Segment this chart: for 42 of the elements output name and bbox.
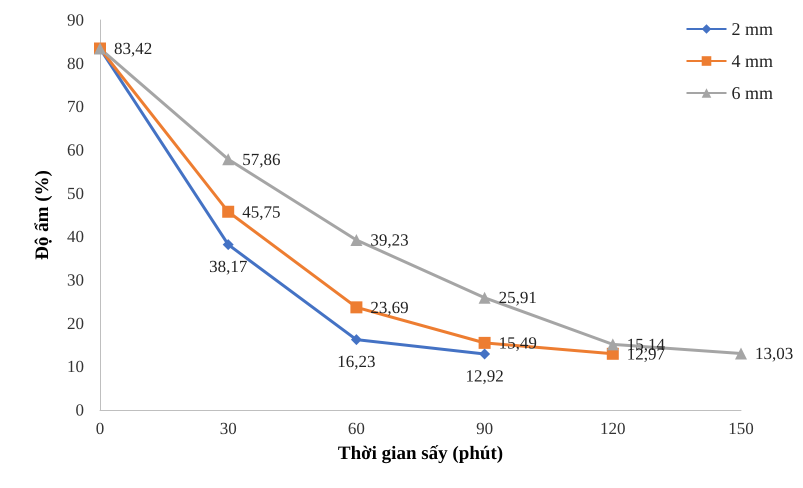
x-tick-label: 120 [600, 419, 626, 438]
legend-label: 2 mm [732, 19, 774, 39]
y-tick-label: 60 [67, 140, 84, 160]
data-label: 16,23 [337, 352, 376, 372]
y-tick-label: 70 [67, 97, 84, 116]
data-label: 25,91 [498, 288, 537, 308]
y-tick-label: 80 [67, 54, 84, 73]
y-tick-label: 0 [76, 400, 84, 420]
data-label: 39,23 [370, 230, 409, 250]
point [479, 348, 490, 360]
point [606, 338, 619, 350]
x-tick-label: 90 [476, 419, 494, 438]
data-label: 12,92 [465, 366, 504, 386]
point [222, 153, 234, 166]
legend-label: 6 mm [732, 83, 774, 103]
y-tick-label: 20 [67, 314, 84, 333]
data-label: 45,75 [242, 202, 280, 222]
x-tick-label: 0 [96, 419, 104, 438]
y-tick-label: 50 [67, 184, 84, 203]
point [350, 234, 362, 246]
data-label: 13,03 [755, 344, 794, 364]
data-label: 57,86 [242, 150, 280, 169]
point [478, 292, 491, 304]
data-label: 23,69 [370, 298, 409, 317]
y-tick-label: 10 [67, 357, 84, 376]
legend-label: 4 mm [732, 51, 774, 71]
y-axis-title: Độ ẩm (%) [32, 170, 53, 260]
x-axis-title: Thời gian sấy (phút) [338, 443, 504, 464]
point [222, 206, 234, 218]
y-tick-label: 40 [67, 227, 84, 246]
point [350, 334, 362, 346]
point [350, 301, 362, 314]
point [735, 348, 747, 360]
x-tick-label: 150 [728, 419, 754, 438]
point [478, 336, 491, 349]
y-tick-label: 90 [67, 10, 84, 30]
y-tick-label: 30 [67, 270, 84, 290]
point [222, 239, 234, 250]
x-tick-label: 60 [348, 419, 365, 438]
data-label: 38,17 [209, 257, 248, 276]
data-label: 83,42 [114, 39, 152, 58]
x-tick-label: 30 [220, 419, 237, 438]
